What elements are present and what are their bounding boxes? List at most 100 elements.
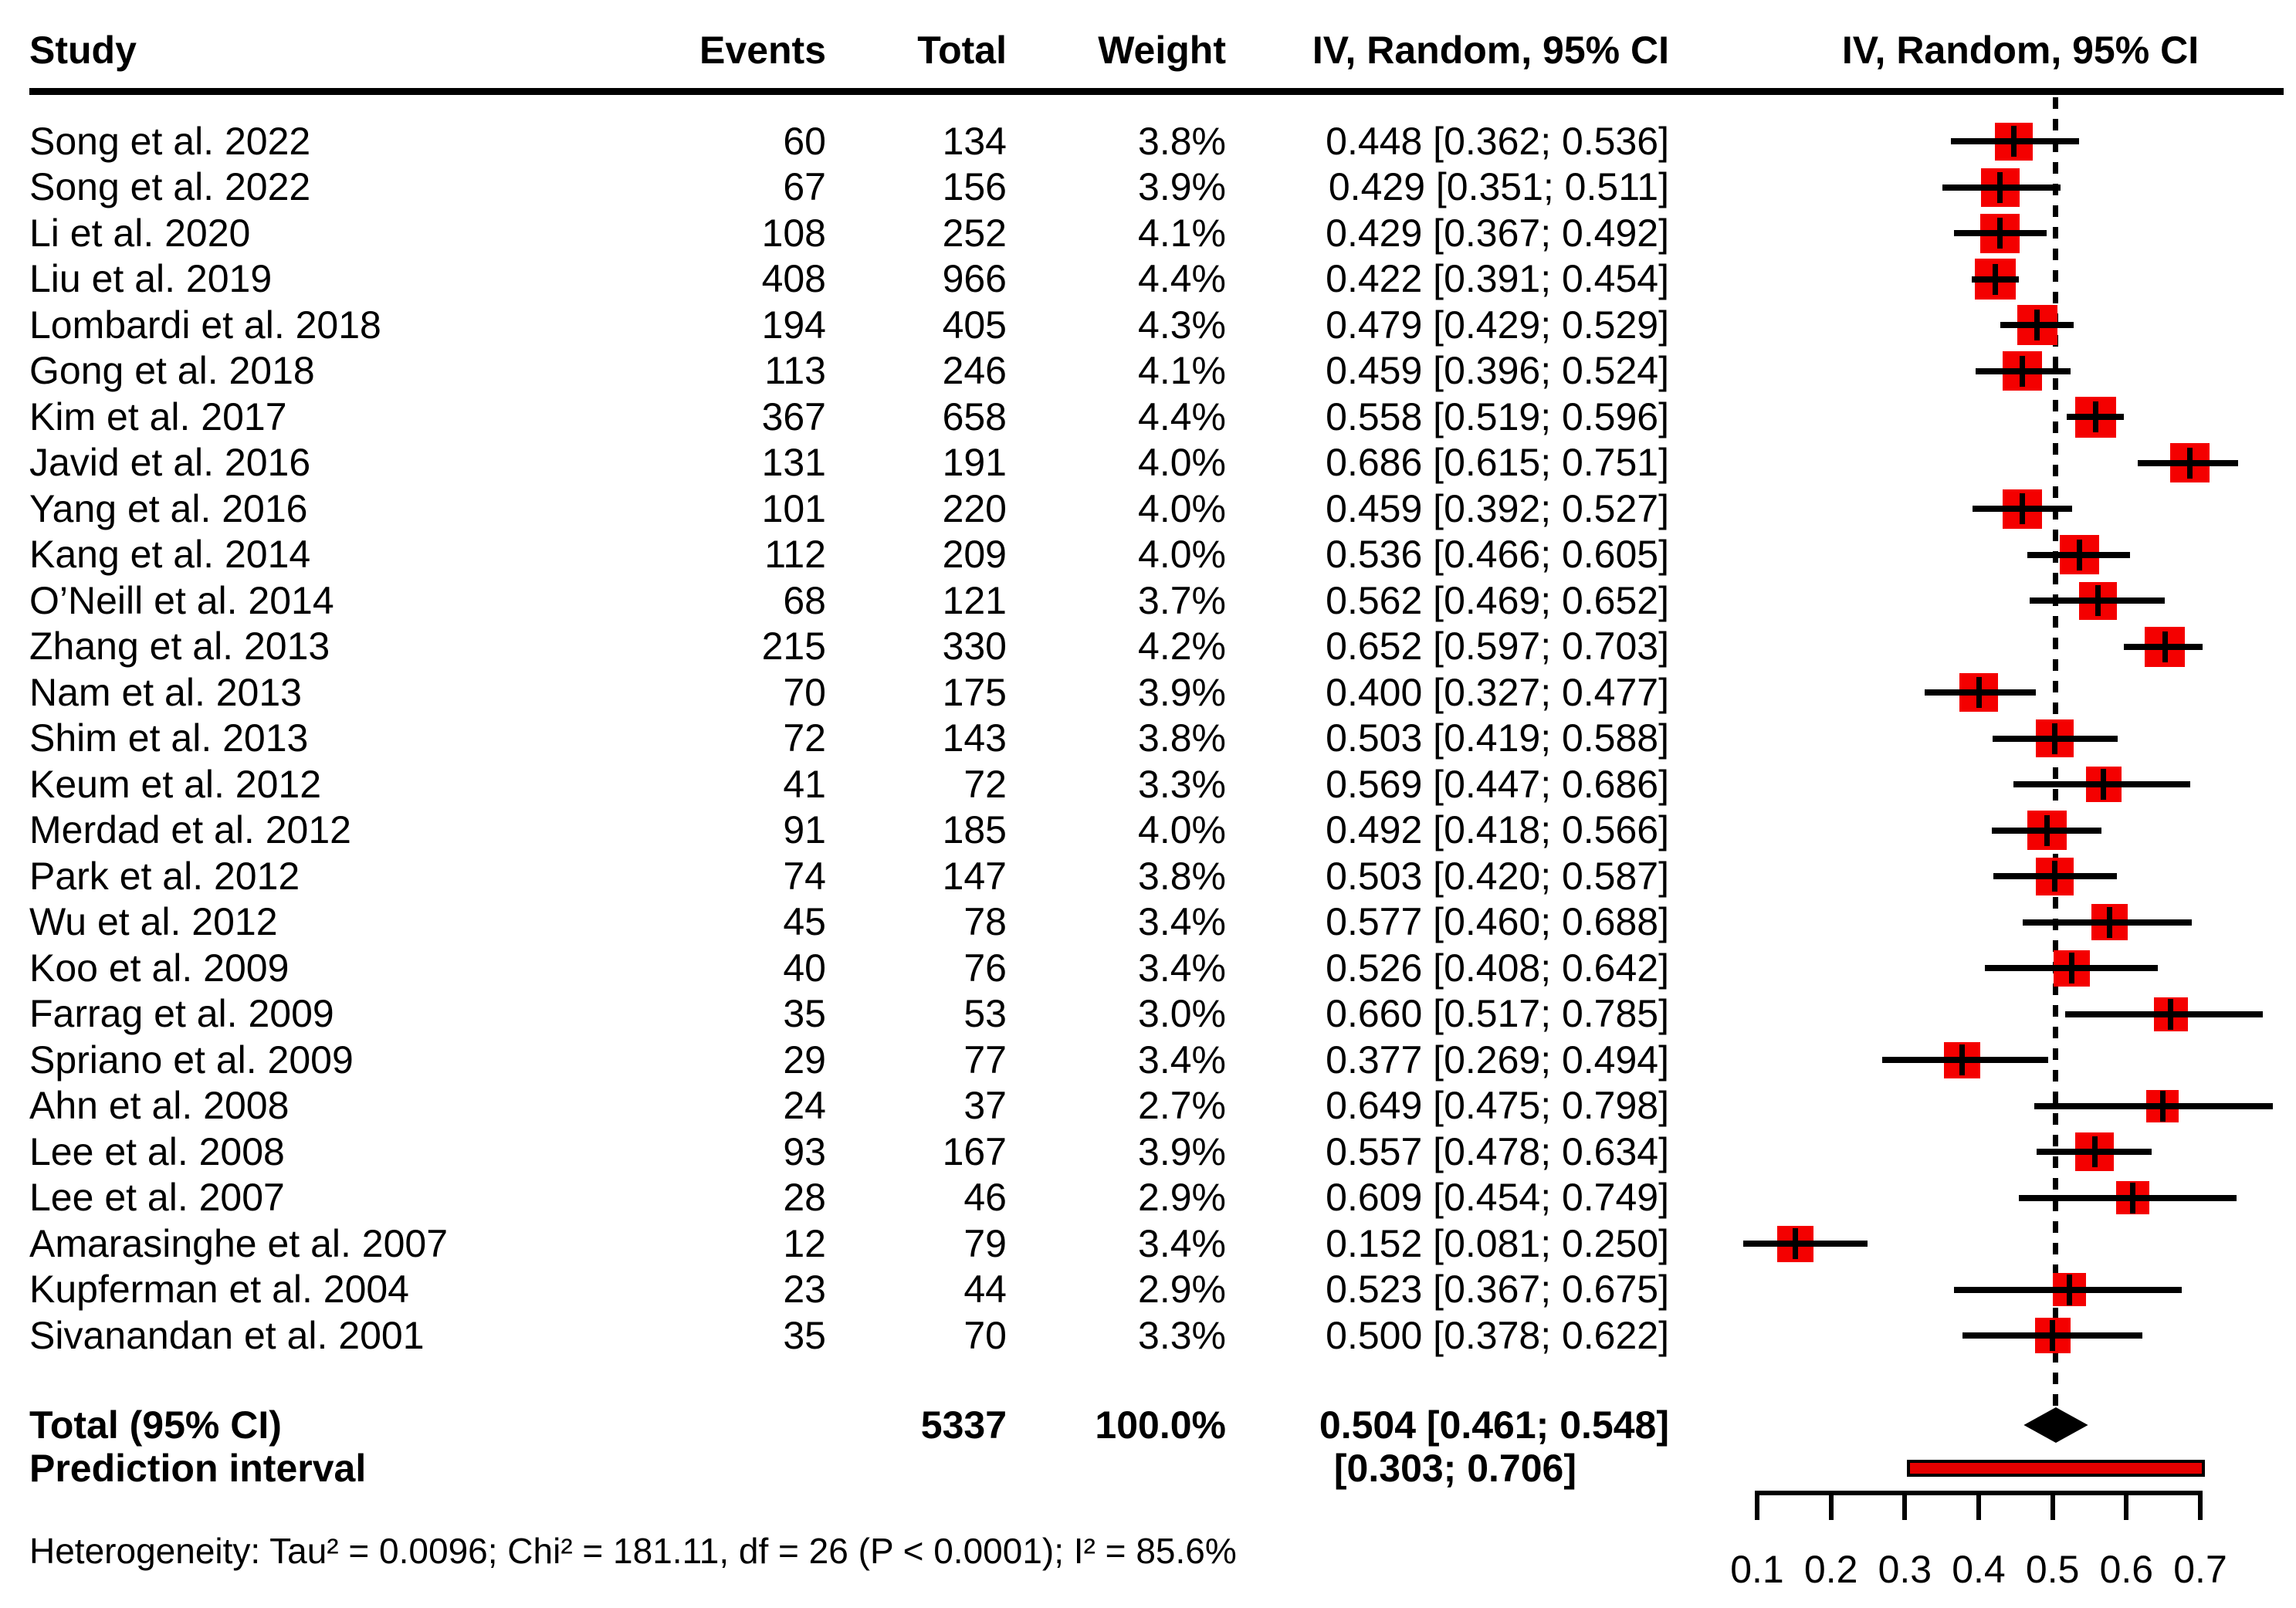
total-value: 134	[942, 119, 1007, 163]
ci-text: 0.609 [0.454; 0.749]	[1326, 1176, 1669, 1220]
events-value: 45	[783, 900, 826, 944]
total-value: 78	[963, 900, 1007, 944]
weight-value: 3.9%	[1138, 165, 1226, 209]
weight-value: 3.3%	[1138, 762, 1226, 806]
weight-value: 2.9%	[1138, 1176, 1226, 1220]
ci-text: 0.377 [0.269; 0.494]	[1326, 1038, 1669, 1082]
x-axis-tick-label: 0.6	[2099, 1548, 2154, 1591]
total-value: 46	[963, 1176, 1007, 1220]
events-value: 35	[783, 1313, 826, 1357]
x-axis-tick-label: 0.1	[1730, 1548, 1784, 1591]
total-value: 72	[963, 762, 1007, 806]
events-value: 93	[783, 1129, 826, 1173]
x-axis-tick-label: 0.4	[1952, 1548, 2006, 1591]
x-axis-tick-label: 0.3	[1878, 1548, 1932, 1591]
total-value: 44	[963, 1268, 1007, 1312]
study-row: Zhang et al. 2013 215 330 4.2% 0.652 [0.…	[0, 624, 2296, 670]
ci-text: 0.526 [0.408; 0.642]	[1326, 946, 1669, 990]
study-row: Gong et al. 2018 113 246 4.1% 0.459 [0.3…	[0, 348, 2296, 394]
ci-text: 0.536 [0.466; 0.605]	[1326, 533, 1669, 577]
x-axis-tick	[1976, 1491, 1981, 1520]
study-name: Koo et al. 2009	[29, 946, 290, 990]
study-name: Yang et al. 2016	[29, 486, 308, 530]
weight-value: 2.9%	[1138, 1268, 1226, 1312]
events-value: 24	[783, 1084, 826, 1128]
prediction-label: Prediction interval	[29, 1447, 367, 1490]
x-axis-tick	[2124, 1491, 2129, 1520]
column-header-ci-plot: IV, Random, 95% CI	[1841, 29, 2199, 72]
ci-text: 0.557 [0.478; 0.634]	[1326, 1129, 1669, 1173]
study-name: Merdad et al. 2012	[29, 808, 351, 852]
total-row-total: 5337	[920, 1403, 1007, 1447]
study-rows: Song et al. 2022 60 134 3.8% 0.448 [0.36…	[0, 118, 2296, 1359]
events-value: 131	[761, 441, 826, 485]
events-value: 113	[764, 349, 826, 393]
study-row: Yang et al. 2016 101 220 4.0% 0.459 [0.3…	[0, 486, 2296, 532]
column-header-study: Study	[29, 29, 137, 72]
events-value: 408	[761, 257, 826, 301]
study-row: Liu et al. 2019 408 966 4.4% 0.422 [0.39…	[0, 256, 2296, 303]
weight-value: 3.4%	[1138, 1038, 1226, 1082]
events-value: 28	[783, 1176, 826, 1220]
ci-text: 0.429 [0.351; 0.511]	[1328, 165, 1669, 209]
events-value: 74	[783, 854, 826, 898]
total-value: 37	[963, 1084, 1007, 1128]
weight-value: 2.7%	[1138, 1084, 1226, 1128]
study-name: Ahn et al. 2008	[29, 1084, 290, 1128]
events-value: 29	[783, 1038, 826, 1082]
ci-text: 0.400 [0.327; 0.477]	[1326, 670, 1669, 714]
ci-text: 0.503 [0.420; 0.587]	[1326, 854, 1669, 898]
study-row: Lee et al. 2008 93 167 3.9% 0.557 [0.478…	[0, 1129, 2296, 1175]
study-name: Kang et al. 2014	[29, 533, 311, 577]
study-row: Spriano et al. 2009 29 77 3.4% 0.377 [0.…	[0, 1037, 2296, 1083]
total-value: 53	[963, 992, 1007, 1036]
events-value: 67	[783, 165, 826, 209]
weight-value: 4.2%	[1138, 625, 1226, 669]
study-name: Lee et al. 2008	[29, 1129, 285, 1173]
total-value: 156	[942, 165, 1007, 209]
events-value: 72	[783, 716, 826, 760]
study-row: O’Neill et al. 2014 68 121 3.7% 0.562 [0…	[0, 577, 2296, 624]
study-row: Keum et al. 2012 41 72 3.3% 0.569 [0.447…	[0, 761, 2296, 807]
ci-text: 0.492 [0.418; 0.566]	[1326, 808, 1669, 852]
total-value: 175	[942, 670, 1007, 714]
weight-value: 4.0%	[1138, 486, 1226, 530]
x-axis-tick	[1828, 1491, 1834, 1520]
column-header-events: Events	[699, 29, 826, 72]
study-row: Song et al. 2022 60 134 3.8% 0.448 [0.36…	[0, 118, 2296, 164]
study-row: Farrag et al. 2009 35 53 3.0% 0.660 [0.5…	[0, 991, 2296, 1038]
total-row-weight: 100.0%	[1095, 1403, 1226, 1447]
ci-text: 0.558 [0.519; 0.596]	[1326, 394, 1669, 438]
total-row-label: Total (95% CI)	[29, 1403, 282, 1447]
ci-text: 0.459 [0.396; 0.524]	[1326, 349, 1669, 393]
study-name: Nam et al. 2013	[29, 670, 302, 714]
weight-value: 4.3%	[1138, 303, 1226, 347]
study-name: Lombardi et al. 2018	[29, 303, 381, 347]
x-axis-tick	[1902, 1491, 1908, 1520]
ci-text: 0.152 [0.081; 0.250]	[1326, 1221, 1669, 1265]
weight-value: 3.0%	[1138, 992, 1226, 1036]
heterogeneity-text: Heterogeneity: Tau² = 0.0096; Chi² = 181…	[29, 1531, 1237, 1571]
study-name: Park et al. 2012	[29, 854, 300, 898]
ci-text: 0.577 [0.460; 0.688]	[1326, 900, 1669, 944]
study-row: Lee et al. 2007 28 46 2.9% 0.609 [0.454;…	[0, 1175, 2296, 1221]
total-value: 252	[942, 211, 1007, 255]
study-name: Li et al. 2020	[29, 211, 251, 255]
study-row: Kang et al. 2014 112 209 4.0% 0.536 [0.4…	[0, 532, 2296, 578]
total-value: 147	[942, 854, 1007, 898]
events-value: 108	[761, 211, 826, 255]
header-rule	[29, 88, 2284, 95]
study-name: Farrag et al. 2009	[29, 992, 334, 1036]
study-row: Nam et al. 2013 70 175 3.9% 0.400 [0.327…	[0, 669, 2296, 716]
ci-text: 0.649 [0.475; 0.798]	[1326, 1084, 1669, 1128]
total-value: 330	[942, 625, 1007, 669]
study-name: Zhang et al. 2013	[29, 625, 330, 669]
study-name: Javid et al. 2016	[29, 441, 311, 485]
weight-value: 4.0%	[1138, 441, 1226, 485]
x-axis-tick	[1755, 1491, 1759, 1520]
ci-text: 0.523 [0.367; 0.675]	[1326, 1268, 1669, 1312]
weight-value: 4.1%	[1138, 349, 1226, 393]
events-value: 112	[764, 533, 826, 577]
weight-value: 4.4%	[1138, 257, 1226, 301]
study-name: Song et al. 2022	[29, 165, 311, 209]
